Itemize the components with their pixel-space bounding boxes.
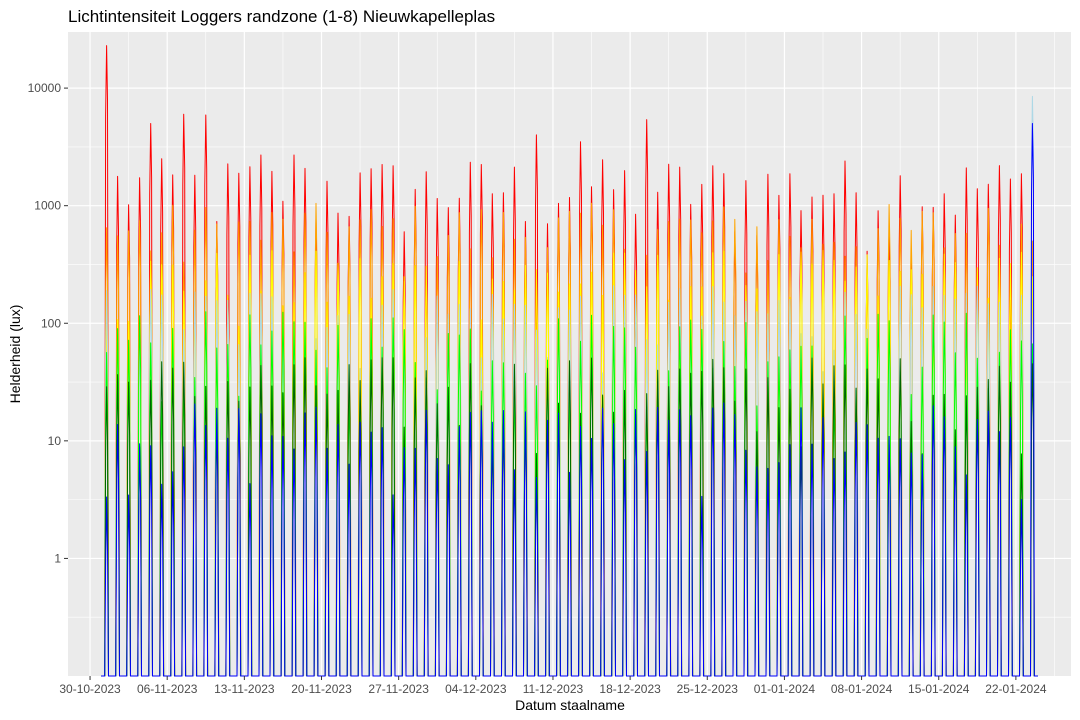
x-tick-label: 20-11-2023 — [291, 682, 352, 696]
x-tick-label: 08-01-2024 — [831, 682, 893, 696]
plot-panel — [68, 32, 1071, 676]
x-tick-label: 25-12-2023 — [677, 682, 739, 696]
y-tick-label: 10000 — [28, 81, 62, 95]
x-tick-label: 30-10-2023 — [59, 682, 121, 696]
x-axis: 30-10-2023 06-11-2023 13-11-2023 20-11-2023… — [59, 676, 1047, 696]
x-tick-label: 04-12-2023 — [445, 682, 507, 696]
x-tick-label: 01-01-2024 — [754, 682, 816, 696]
series-line-7 — [101, 123, 1038, 677]
data-layer — [101, 45, 1038, 677]
x-tick-label: 15-01-2024 — [908, 682, 970, 696]
y-axis-title: Helderheid (lux) — [7, 305, 23, 404]
x-tick-label: 11-12-2023 — [523, 682, 584, 696]
x-axis-title: Datum staalname — [515, 697, 625, 713]
y-tick-label: 10 — [48, 434, 62, 448]
y-tick-label: 1000 — [34, 199, 61, 213]
y-axis: 1 10 100 1000 10000 — [28, 81, 68, 565]
x-tick-label: 27-11-2023 — [368, 682, 429, 696]
x-tick-label: 22-01-2024 — [985, 682, 1047, 696]
chart-title: Lichtintensiteit Loggers randzone (1-8) … — [68, 7, 495, 26]
x-tick-label: 18-12-2023 — [599, 682, 661, 696]
y-tick-label: 100 — [41, 316, 61, 330]
x-tick-label: 06-11-2023 — [137, 682, 198, 696]
x-tick-label: 13-11-2023 — [214, 682, 275, 696]
y-tick-label: 1 — [54, 551, 61, 565]
